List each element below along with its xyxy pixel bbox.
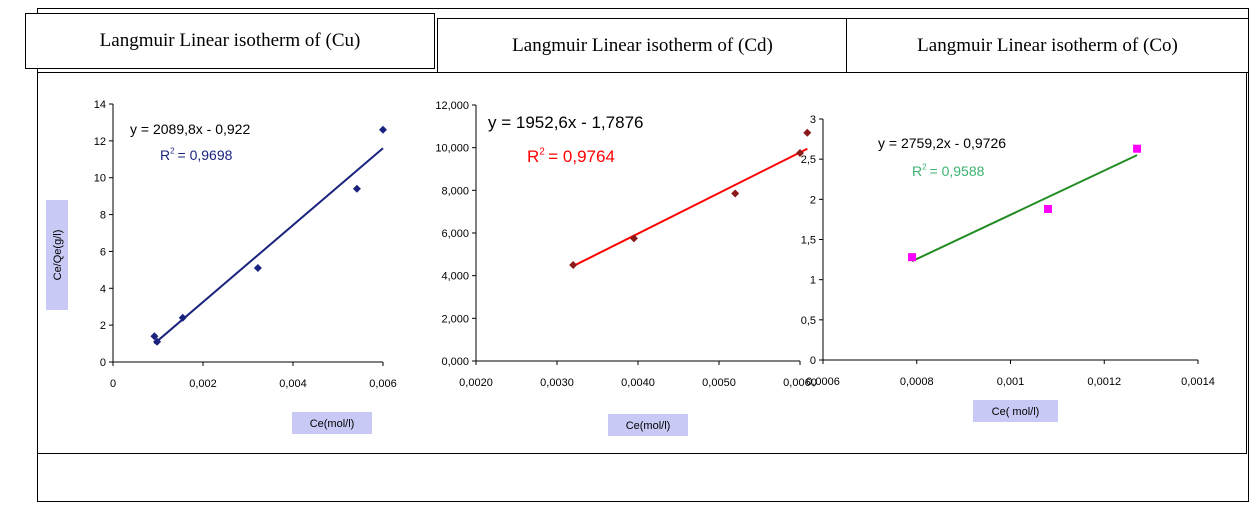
data-point [908,253,917,262]
data-point [569,261,578,269]
x-tick-label: 0,004 [279,378,307,390]
y-tick-label: 10 [94,173,106,185]
data-point [150,332,159,341]
r2-exponent: 2 [170,147,175,156]
x-tick-label: 0,0014 [1181,376,1215,388]
title-cd: Langmuir Linear isotherm of (Cd) [437,18,848,73]
y-tick-label: 12 [94,136,106,148]
trend-equation: y = 1952,6x - 1,7876 [488,113,643,132]
r2-value: = 0,9698 [178,147,233,163]
x-tick-label: 0,0050 [702,377,736,389]
y-tick-label: 2,5 [801,154,816,166]
data-point [1133,144,1142,153]
y-tick-label: 8 [100,210,106,222]
y-tick-label: 0,000 [441,356,469,368]
data-point [1044,204,1052,213]
title-co: Langmuir Linear isotherm of (Co) [846,18,1249,73]
data-point [153,337,162,346]
y-tick-label: 2 [810,194,816,206]
x-tick-label: 0,0006 [806,376,840,388]
x-tick-label: 0,0012 [1087,376,1121,388]
r2-label: R [912,163,922,179]
y-tick-label: 1,5 [801,235,816,247]
trend-equation: y = 2089,8x - 0,922 [130,121,250,137]
x-tick-label: 0,0060 [783,377,817,389]
data-point [629,234,638,243]
r2-value: = 0,9764 [548,147,615,166]
x-tick-label: 0,002 [189,378,217,390]
y-tick-label: 3 [810,114,816,126]
y-axis-label: Ce/Qe(g/l) [52,230,64,281]
y-tick-label: 6 [100,246,106,258]
x-tick-label: 0,001 [997,376,1025,388]
r2-label: R [160,147,170,163]
y-tick-label: 0 [100,357,106,369]
y-tick-label: 2 [100,320,106,332]
x-tick-label: 0,0020 [459,377,493,389]
trendline [153,147,384,345]
trendline [572,147,808,267]
data-point [178,313,187,322]
data-point [731,189,740,198]
y-tick-label: 14 [94,99,106,111]
x-axis-label-bg [608,414,688,436]
y-tick-label: 1 [810,275,816,287]
trend-equation: y = 2759,2x - 0,9726 [878,135,1006,151]
x-tick-label: 0 [110,378,116,390]
x-tick-label: 0,0030 [540,377,574,389]
y-tick-label: 0,5 [801,315,816,327]
y-axis-label-bg [46,200,68,310]
data-point [352,184,361,193]
x-axis-label-bg [973,400,1058,422]
y-tick-label: 2,000 [441,313,469,325]
data-point [796,149,804,157]
x-tick-label: 0,006 [369,378,397,390]
y-tick-label: 6,000 [441,228,469,240]
y-tick-label: 4,000 [441,271,469,283]
data-point [379,125,387,134]
x-axis-label: Ce(mol/l) [626,420,671,432]
y-tick-label: 10,000 [435,143,469,155]
x-tick-label: 0,0040 [621,377,655,389]
y-tick-label: 4 [100,283,106,295]
y-tick-label: 0 [810,355,816,367]
trendline [911,154,1138,263]
r2-value: = 0,9588 [930,163,985,179]
data-point [253,264,262,273]
x-axis-label: Ce( mol/l) [992,406,1040,418]
x-tick-label: 0,0008 [900,376,934,388]
title-cu: Langmuir Linear isotherm of (Cu) [25,13,435,69]
r2-label: R [527,147,539,166]
y-tick-label: 12,000 [435,100,469,112]
r2-exponent: 2 [539,146,545,157]
y-tick-label: 8,000 [441,185,469,197]
x-axis-label: Ce(mol/l) [310,418,355,430]
x-axis-label-bg [292,412,372,434]
r2-exponent: 2 [922,163,927,172]
data-point [803,128,812,137]
